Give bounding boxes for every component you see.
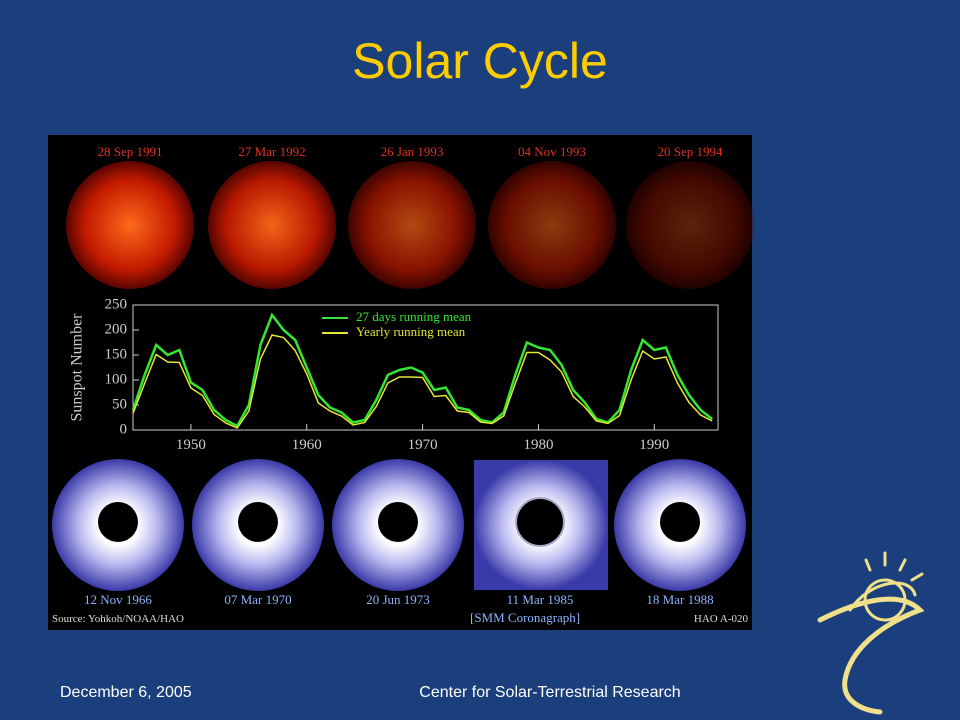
plot-frame [132, 304, 719, 431]
xray-row: 28 Sep 1991 27 Mar 1992 26 Jan 1993 04 Nov … [66, 144, 754, 289]
xray-sun [66, 161, 194, 289]
slide-title: Solar Cycle [352, 33, 608, 89]
xray-sun [208, 161, 336, 289]
figure-id: HAO A-020 [694, 613, 749, 625]
figure-source: Source: Yohkoh/NOAA/HAO [52, 613, 184, 625]
xray-sun [488, 161, 616, 289]
occulter [660, 502, 700, 542]
corona-date: 11 Mar 1985 [507, 592, 574, 607]
y-tick-label: 150 [105, 346, 128, 362]
x-tick-label: 1960 [292, 437, 322, 453]
figure-instrument: [SMM Coronagraph] [470, 610, 580, 625]
x-tick-label: 1990 [639, 437, 669, 453]
occulter [238, 502, 278, 542]
corona-date: 12 Nov 1966 [84, 592, 152, 607]
xray-date: 27 Mar 1992 [238, 144, 305, 159]
y-tick-label: 100 [105, 371, 128, 387]
logo [817, 551, 925, 715]
y-tick-label: 0 [120, 421, 128, 437]
footer-organization: Center for Solar-Terrestrial Research [419, 684, 680, 701]
y-axis-label: Sunspot Number [69, 313, 86, 422]
x-tick-label: 1970 [408, 437, 438, 453]
corona-date: 07 Mar 1970 [224, 592, 291, 607]
xray-date: 26 Jan 1993 [381, 144, 444, 159]
sunspot-chart: Sunspot Number 0 50 100 150 200 250 1950 1960 197… [69, 296, 719, 453]
y-tick-label: 250 [105, 296, 128, 312]
y-tick-label: 50 [112, 396, 127, 412]
x-tick-label: 1950 [176, 437, 206, 453]
occulter [515, 497, 565, 547]
legend-label: 27 days running mean [356, 309, 472, 324]
x-tick-label: 1980 [523, 437, 553, 453]
series-line [132, 334, 713, 429]
occulter [98, 502, 138, 542]
xray-sun [626, 161, 754, 289]
xray-date: 28 Sep 1991 [98, 144, 163, 159]
series-line [131, 312, 713, 428]
y-tick-label: 200 [105, 321, 128, 337]
legend-label: Yearly running mean [356, 324, 466, 339]
corona-date: 20 Jun 1973 [366, 592, 430, 607]
occulter [378, 502, 418, 542]
xray-sun [348, 161, 476, 289]
corona-date: 18 Mar 1988 [646, 592, 713, 607]
corona-row: 12 Nov 1966 07 Mar 1970 20 Jun 1973 11 Mar … [52, 459, 746, 607]
xray-date: 20 Sep 1994 [658, 144, 724, 159]
footer-date: December 6, 2005 [60, 684, 192, 701]
xray-date: 04 Nov 1993 [518, 144, 586, 159]
